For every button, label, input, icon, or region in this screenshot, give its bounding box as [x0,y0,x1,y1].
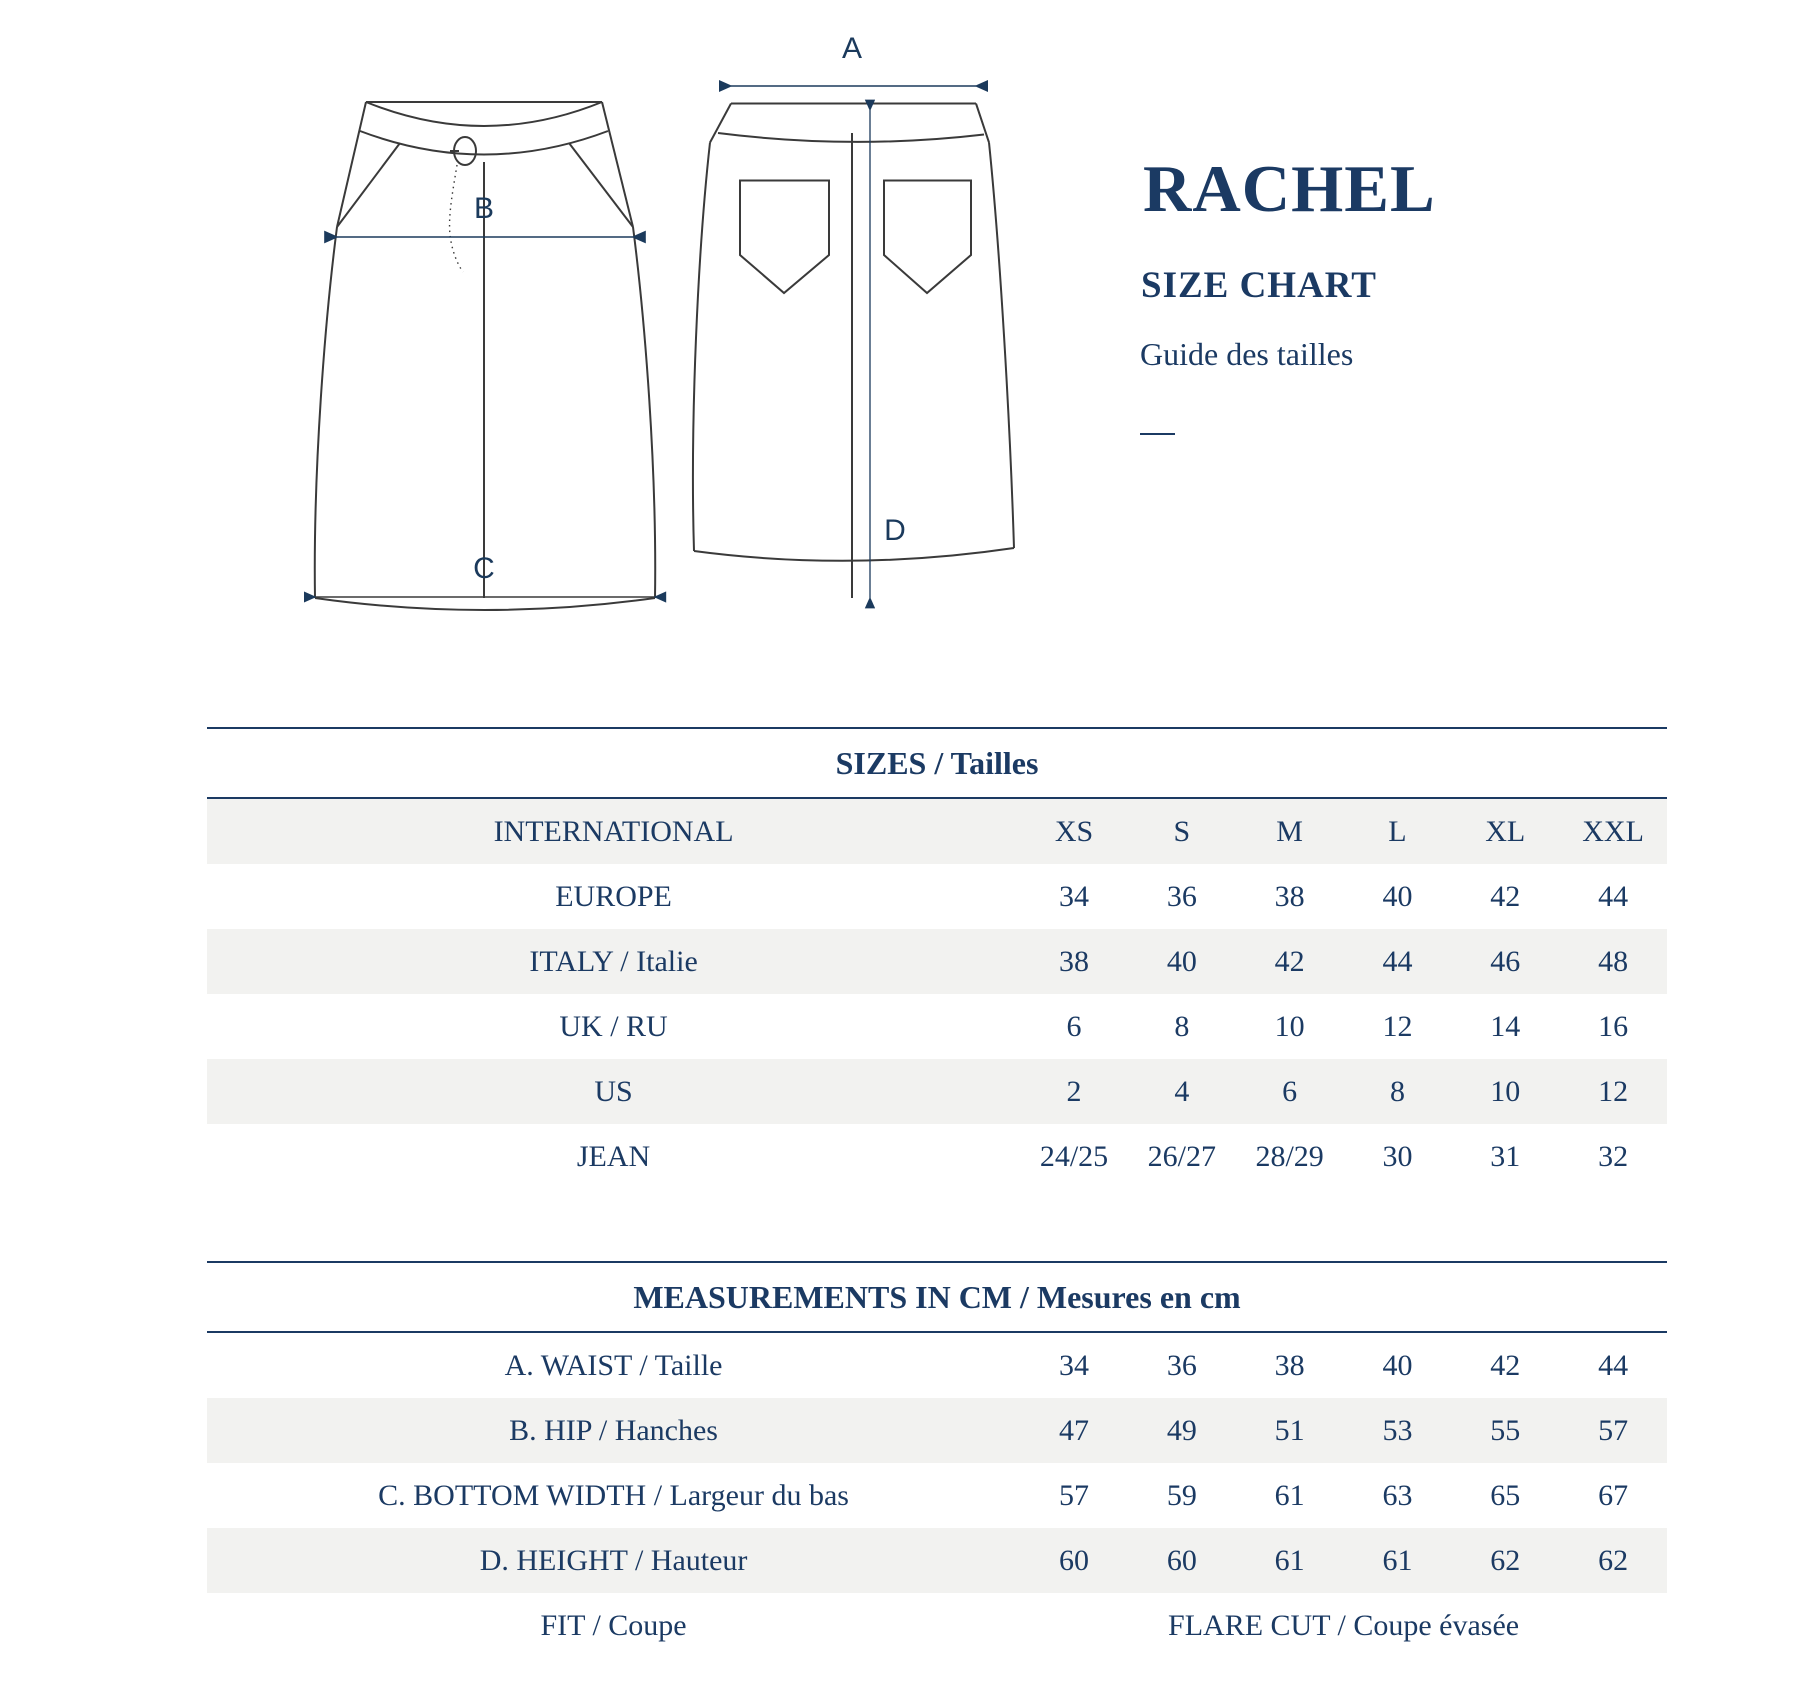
svg-text:B: B [474,192,494,225]
svg-text:D: D [884,514,906,547]
svg-text:A: A [842,32,862,65]
svg-text:C: C [473,552,495,585]
